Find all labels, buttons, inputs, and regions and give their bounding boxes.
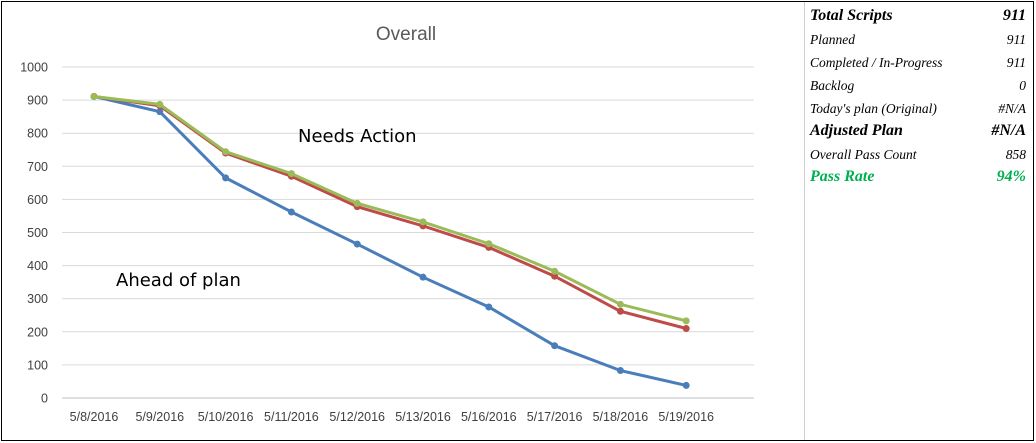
data-point: [419, 273, 427, 281]
y-tick-label: 700: [27, 160, 48, 174]
data-point: [222, 148, 230, 156]
x-tick-label: 5/16/2016: [461, 410, 517, 424]
x-tick-label: 5/13/2016: [395, 410, 451, 424]
data-point: [156, 100, 164, 108]
stat-row: Completed / In-Progress 911: [808, 51, 1028, 74]
stat-row: Backlog 0: [808, 74, 1028, 97]
data-point: [90, 92, 98, 100]
y-tick-label: 200: [27, 325, 48, 339]
data-point: [682, 317, 690, 325]
chart-title: Overall: [376, 24, 436, 45]
stat-label: Adjusted Plan: [810, 122, 903, 139]
data-point: [551, 267, 559, 275]
stat-label: Backlog: [810, 78, 855, 93]
stat-value: 911: [1002, 7, 1026, 24]
annotation-ahead-of-plan: Ahead of plan: [116, 270, 241, 291]
stat-label: Today's plan (Original): [810, 101, 937, 116]
stat-value: 858: [1005, 147, 1026, 162]
y-tick-label: 0: [41, 392, 48, 406]
stat-value: 911: [1006, 32, 1026, 47]
data-point: [485, 240, 493, 248]
stat-row: Today's plan (Original) #N/A: [808, 97, 1028, 120]
data-point: [616, 307, 624, 315]
x-tick-label: 5/11/2016: [264, 410, 319, 424]
divider: [804, 2, 805, 440]
y-tick-label: 400: [27, 259, 48, 273]
series-line-3: [92, 94, 688, 323]
data-point: [353, 199, 361, 207]
series-line-1: [92, 94, 688, 387]
annotation-needs-action: Needs Action: [298, 126, 417, 147]
stat-value: 0: [1019, 78, 1026, 93]
stat-row: Adjusted Plan #N/A: [808, 120, 1028, 143]
x-tick-label: 5/18/2016: [593, 410, 649, 424]
data-point: [156, 108, 164, 116]
stat-value: 94%: [996, 168, 1026, 185]
y-tick-label: 600: [27, 193, 48, 207]
x-tick-label: 5/12/2016: [329, 410, 385, 424]
x-tick-label: 5/9/2016: [135, 410, 184, 424]
chart-area: Overall 0 100 200 300 400 500 600 700 800 900 1000 5…: [2, 2, 804, 440]
data-point: [353, 240, 361, 248]
stat-label: Total Scripts: [810, 7, 893, 24]
stat-row: Planned 911: [808, 28, 1028, 51]
data-point: [551, 342, 559, 350]
stat-label: Planned: [810, 32, 855, 47]
stat-row: Pass Rate 94%: [808, 166, 1028, 189]
stat-label: Overall Pass Count: [810, 147, 917, 162]
data-point: [419, 218, 427, 226]
x-tick-label: 5/17/2016: [527, 410, 583, 424]
data-point: [616, 367, 624, 375]
data-point: [551, 272, 559, 280]
y-tick-label: 100: [27, 358, 48, 372]
data-point: [485, 303, 493, 311]
data-point: [682, 381, 690, 389]
stat-value: #N/A: [991, 122, 1026, 139]
data-point: [287, 208, 295, 216]
y-tick-label: 900: [27, 94, 48, 108]
y-tick-label: 800: [27, 127, 48, 141]
line-chart: Overall 0 100 200 300 400 500 600 700 800 900 1000 5…: [20, 24, 754, 424]
x-tick-label: 5/10/2016: [198, 410, 254, 424]
data-point: [682, 324, 690, 332]
stat-value: 911: [1006, 55, 1026, 70]
stat-value: #N/A: [998, 101, 1026, 116]
x-tick-label: 5/8/2016: [70, 410, 119, 424]
y-tick-label: 1000: [20, 61, 48, 75]
stat-label: Pass Rate: [810, 168, 875, 185]
y-tick-label: 500: [27, 226, 48, 240]
stat-row: Total Scripts 911: [808, 5, 1028, 28]
stats-panel: Total Scripts 911 Planned 911 Completed / In…: [808, 5, 1028, 189]
stat-label: Completed / In-Progress: [810, 55, 943, 70]
y-tick-label: 300: [27, 292, 48, 306]
data-point: [222, 174, 230, 182]
x-tick-label: 5/19/2016: [658, 410, 714, 424]
stat-row: Overall Pass Count 858: [808, 143, 1028, 166]
data-point: [616, 300, 624, 308]
data-point: [287, 170, 295, 178]
